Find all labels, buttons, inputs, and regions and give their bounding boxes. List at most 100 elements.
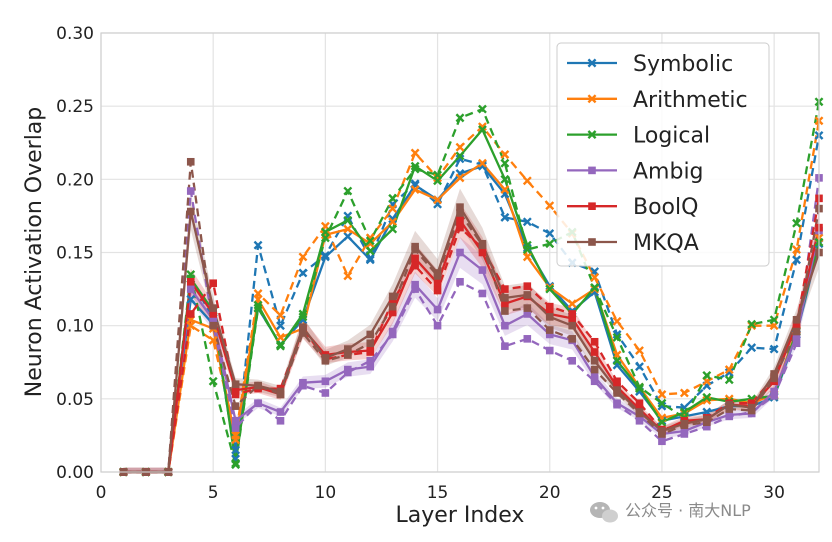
data-point-x-marker xyxy=(343,271,353,281)
data-point-square-marker xyxy=(545,326,554,334)
data-point-x-marker xyxy=(612,356,622,366)
data-point-square-marker xyxy=(411,285,419,293)
data-point-x-marker xyxy=(410,148,420,158)
data-point-x-marker xyxy=(343,215,353,225)
data-point-square-marker xyxy=(276,390,285,399)
data-point-square-marker xyxy=(299,381,307,390)
data-point-square-marker xyxy=(209,279,217,288)
data-point-square-marker xyxy=(456,209,464,217)
data-point-square-marker xyxy=(680,421,689,429)
legend-label: Symbolic xyxy=(633,52,733,77)
data-point-x-marker xyxy=(545,229,555,238)
data-point-square-marker xyxy=(366,356,375,365)
data-point-x-marker xyxy=(433,170,443,180)
data-point-square-marker xyxy=(501,342,509,350)
series-line-arithmetic-dashed xyxy=(123,120,821,474)
data-point-square-marker xyxy=(388,302,397,311)
data-point-square-marker xyxy=(523,282,532,290)
data-point-square-marker xyxy=(658,430,666,438)
data-point-x-marker xyxy=(724,375,734,385)
data-point-square-marker xyxy=(411,280,419,289)
data-point-square-marker xyxy=(792,327,801,336)
legend-item-ambig: Ambig xyxy=(567,159,704,184)
data-point-x-marker xyxy=(500,150,510,159)
data-point-square-marker xyxy=(276,408,285,416)
x-tick-label: 0 xyxy=(96,483,107,503)
data-point-x-marker xyxy=(276,321,285,331)
data-point-square-marker xyxy=(321,356,330,365)
data-point-square-marker xyxy=(568,335,576,343)
data-point-square-marker xyxy=(456,223,464,232)
data-point-square-marker xyxy=(456,216,464,225)
data-point-square-marker xyxy=(456,203,464,211)
data-point-square-marker xyxy=(770,374,778,383)
data-point-square-marker xyxy=(725,412,734,421)
data-point-square-marker xyxy=(523,335,532,343)
legend-label: Logical xyxy=(633,124,710,149)
data-point-x-marker xyxy=(522,176,532,186)
data-point-square-marker xyxy=(411,261,419,270)
data-point-x-marker xyxy=(298,252,308,262)
data-point-x-marker xyxy=(587,130,597,140)
data-point-x-marker xyxy=(590,283,600,293)
data-point-x-marker xyxy=(657,417,667,427)
data-point-x-marker xyxy=(724,365,734,375)
data-point-x-marker xyxy=(276,340,285,350)
data-point-square-marker xyxy=(747,399,756,408)
data-point-square-marker xyxy=(231,416,240,425)
data-point-square-marker xyxy=(588,238,596,246)
series-line-mkqa-dashed xyxy=(123,160,821,474)
data-point-x-marker xyxy=(365,253,375,263)
data-point-square-marker xyxy=(613,389,621,397)
data-point-x-marker xyxy=(276,310,285,320)
data-point-x-marker xyxy=(253,303,263,313)
watermark-text: 公众号 · 南大NLP xyxy=(625,501,751,520)
data-point-x-marker xyxy=(500,174,510,184)
legend-item-arithmetic: Arithmetic xyxy=(567,88,748,113)
data-point-square-marker xyxy=(658,437,666,446)
data-point-x-marker xyxy=(365,233,375,243)
data-point-x-marker xyxy=(500,158,510,168)
data-point-x-marker xyxy=(769,315,779,325)
plot-area-border xyxy=(100,32,820,473)
data-point-x-marker xyxy=(702,395,712,405)
data-point-square-marker xyxy=(411,254,419,263)
data-point-x-marker xyxy=(500,185,510,195)
data-point-square-marker xyxy=(568,310,576,318)
legend-label: MKQA xyxy=(633,231,699,256)
data-point-x-marker xyxy=(320,233,330,243)
data-point-x-marker xyxy=(587,58,597,68)
data-point-square-marker xyxy=(456,277,464,286)
data-point-x-marker xyxy=(433,173,443,183)
data-point-square-marker xyxy=(433,272,442,280)
data-point-square-marker xyxy=(590,348,599,356)
data-point-x-marker xyxy=(657,401,667,411)
data-point-square-marker xyxy=(770,370,778,378)
x-tick-labels: 0 5 10 15 20 25 30 xyxy=(96,483,785,503)
data-point-x-marker xyxy=(612,316,622,326)
data-point-square-marker xyxy=(545,302,554,311)
data-point-square-marker xyxy=(276,416,285,425)
data-point-x-marker xyxy=(186,294,196,304)
data-point-x-marker xyxy=(747,343,757,353)
data-point-x-marker xyxy=(253,300,263,310)
data-point-square-marker xyxy=(344,351,352,359)
series-line-logical-dashed xyxy=(123,101,821,474)
data-point-square-marker xyxy=(545,330,554,339)
data-point-square-marker xyxy=(523,310,532,318)
y-tick-labels: 0.00 0.05 0.10 0.15 0.20 0.25 0.30 xyxy=(56,24,94,483)
legend-label: BoolQ xyxy=(633,195,698,220)
data-point-square-marker xyxy=(321,377,330,386)
data-point-square-marker xyxy=(433,305,442,314)
data-point-x-marker xyxy=(657,389,667,399)
data-point-square-marker xyxy=(545,313,554,321)
data-point-x-marker xyxy=(612,332,622,342)
data-point-x-marker xyxy=(477,158,487,168)
data-point-square-marker xyxy=(433,321,442,330)
data-point-x-marker xyxy=(500,212,510,222)
data-point-square-marker xyxy=(186,285,195,293)
watermark: 公众号 · 南大NLP xyxy=(590,501,751,523)
data-point-x-marker xyxy=(410,185,420,195)
data-point-square-marker xyxy=(590,365,599,374)
